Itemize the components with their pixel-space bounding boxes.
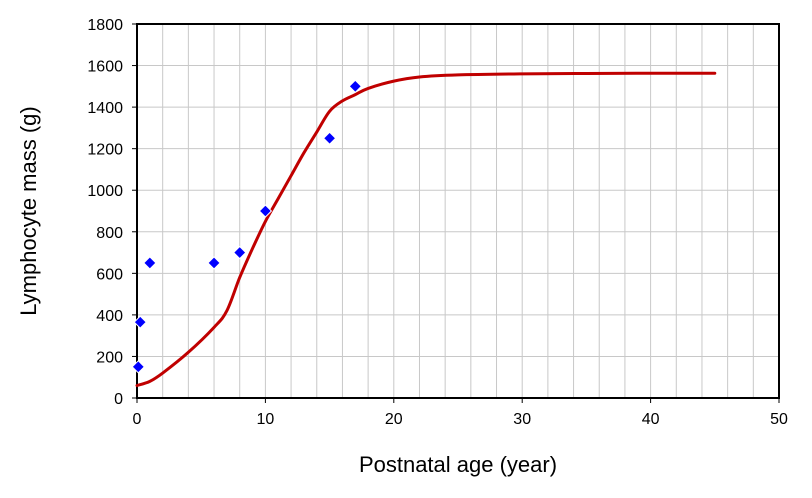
y-tick-label: 1600 [87,59,123,76]
y-tick-label: 200 [96,349,123,366]
x-tick-label: 0 [133,411,142,428]
y-axis-title: Lymphocyte mass (g) [16,106,41,315]
x-tick-label: 20 [385,411,403,428]
series-layer [131,71,717,388]
chart-grid [137,24,779,398]
x-tick-label: 50 [770,411,788,428]
y-tick-label: 1000 [87,183,123,200]
data-point-diamond [131,360,145,374]
x-tick-label: 10 [257,411,275,428]
x-axis-ticks: 0 10 20 30 40 50 [133,398,788,428]
y-tick-label: 1200 [87,142,123,159]
y-tick-label: 1400 [87,100,123,117]
data-point-diamond [348,79,362,94]
x-tick-label: 30 [513,411,531,428]
y-tick-label: 400 [96,308,123,325]
plot-area-frame [136,23,780,399]
data-point-diamond [133,315,147,329]
y-axis-ticks: 0 200 400 600 800 1000 1200 1400 1600 1800 [87,17,137,408]
y-tick-label: 0 [114,391,123,408]
model-curve-line [135,71,717,388]
x-axis-title: Postnatal age (year) [359,452,557,477]
x-tick-label: 40 [642,411,660,428]
y-tick-label: 1800 [87,17,123,34]
y-tick-label: 800 [96,225,123,242]
data-point-diamond [258,204,273,218]
data-point-diamond [207,256,221,270]
data-point-diamond [143,256,157,270]
data-point-diamond [233,245,247,260]
y-tick-label: 600 [96,266,123,283]
data-point-diamond [322,131,337,145]
